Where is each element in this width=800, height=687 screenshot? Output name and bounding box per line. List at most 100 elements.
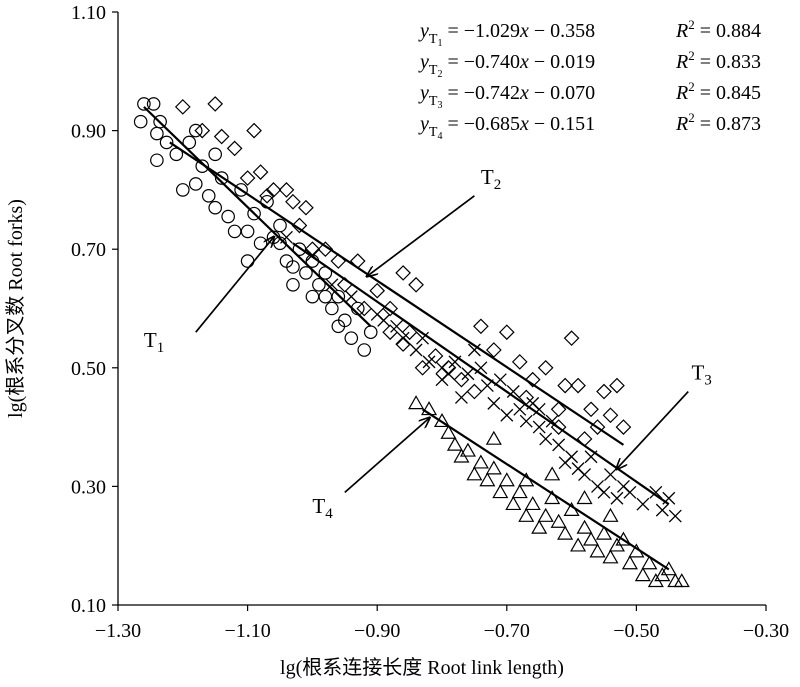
data-point-t3: [461, 367, 475, 381]
data-point-t2: [226, 140, 243, 157]
data-point-t3: [448, 355, 462, 369]
data-point-t2: [395, 336, 411, 352]
data-point-t1: [240, 224, 255, 239]
equation-t1: yT1 = −1.029x − 0.358 R2 = 0.884: [418, 17, 761, 49]
data-point-t1: [363, 325, 378, 340]
callout-label: T2: [481, 165, 501, 193]
data-point-t2: [550, 401, 567, 418]
data-point-t3: [305, 248, 319, 262]
data-point-t1: [201, 189, 216, 203]
data-point-t2: [453, 371, 470, 388]
equation-t4: yT4 = −0.685x − 0.151 R2 = 0.873: [418, 110, 761, 142]
data-point-t2: [511, 354, 528, 370]
data-point-t1: [350, 301, 365, 316]
data-point-t2: [395, 265, 411, 281]
data-point-t4: [518, 507, 535, 522]
data-point-t4: [595, 525, 613, 540]
callout-t1: T1: [144, 237, 274, 356]
data-point-t4: [641, 555, 658, 570]
data-point-t2: [336, 276, 353, 293]
data-point-t2: [485, 342, 502, 358]
data-point-t3: [325, 278, 339, 292]
fit-line-t1: [143, 106, 372, 328]
data-point-t2: [576, 431, 593, 447]
data-point-t1: [214, 171, 229, 185]
data-point-t2: [174, 99, 191, 115]
data-points: [133, 96, 690, 588]
data-point-t2: [291, 217, 308, 234]
y-tick-label: 0.10: [71, 595, 106, 617]
r-squared-text: R2 = 0.833: [675, 48, 761, 73]
data-point-t4: [602, 507, 619, 522]
data-point-t3: [416, 331, 430, 345]
data-point-t1: [176, 183, 190, 197]
data-point-t2: [304, 241, 321, 258]
data-point-t2: [265, 182, 282, 198]
data-point-t1: [344, 331, 359, 345]
data-point-t3: [344, 290, 358, 304]
y-tick-label: 0.70: [71, 239, 106, 261]
data-point-t2: [278, 182, 295, 198]
data-point-t2: [570, 377, 586, 394]
data-point-t3: [390, 319, 404, 333]
series-t3: [280, 230, 682, 523]
x-tick-label: −0.30: [743, 620, 789, 642]
data-point-t3: [532, 420, 546, 434]
data-point-t1: [137, 97, 151, 111]
data-point-t3: [610, 491, 624, 505]
data-point-t4: [446, 436, 463, 451]
data-point-t1: [150, 153, 164, 168]
data-point-t1: [299, 266, 313, 280]
equation-t3: yT3 = −0.742x − 0.070 R2 = 0.845: [418, 79, 761, 111]
data-point-t4: [505, 495, 522, 511]
data-point-t3: [435, 373, 449, 387]
data-point-t2: [583, 401, 599, 418]
data-point-t2: [615, 419, 632, 435]
data-point-t3: [649, 485, 663, 499]
data-point-t4: [557, 525, 574, 540]
data-point-t4: [466, 466, 483, 481]
callout-t4: T4: [312, 418, 429, 522]
data-point-t3: [474, 361, 488, 375]
data-point-t1: [240, 254, 255, 268]
data-point-t3: [480, 379, 494, 393]
r-squared-text: R2 = 0.845: [675, 79, 761, 104]
data-point-t4: [589, 543, 606, 558]
data-point-t1: [247, 206, 261, 221]
data-point-t3: [539, 432, 553, 446]
data-point-t4: [492, 484, 509, 499]
data-point-t3: [396, 331, 410, 345]
data-point-t1: [159, 135, 174, 150]
data-point-t1: [133, 114, 148, 129]
y-tick-label: 0.30: [71, 476, 106, 498]
data-point-t1: [318, 289, 333, 304]
data-point-t3: [280, 230, 293, 244]
data-point-t1: [221, 209, 235, 224]
data-point-t3: [636, 497, 650, 511]
data-point-t2: [382, 300, 399, 317]
data-point-t3: [597, 485, 611, 499]
r-squared-text: R2 = 0.884: [675, 17, 761, 42]
data-point-t2: [285, 193, 301, 210]
data-point-t4: [524, 495, 541, 511]
data-point-t1: [331, 289, 346, 304]
data-point-t2: [518, 389, 535, 406]
data-point-t1: [292, 242, 307, 256]
data-point-t3: [513, 402, 527, 416]
data-point-t4: [479, 472, 496, 487]
data-point-t2: [317, 241, 334, 258]
data-point-t2: [596, 383, 612, 400]
data-point-t3: [565, 450, 579, 464]
data-point-t2: [473, 318, 489, 335]
x-tick-label: −0.50: [613, 620, 659, 642]
callout-arrow: [367, 195, 475, 276]
series-callouts: T1 T2 T3 T4: [144, 165, 712, 522]
data-point-t2: [563, 330, 580, 346]
data-point-t4: [563, 501, 580, 516]
fit-line-t3: [292, 242, 670, 506]
data-point-t4: [544, 490, 561, 505]
x-tick-label: −0.70: [484, 620, 530, 642]
data-point-t3: [668, 509, 682, 523]
data-point-t4: [628, 543, 645, 558]
